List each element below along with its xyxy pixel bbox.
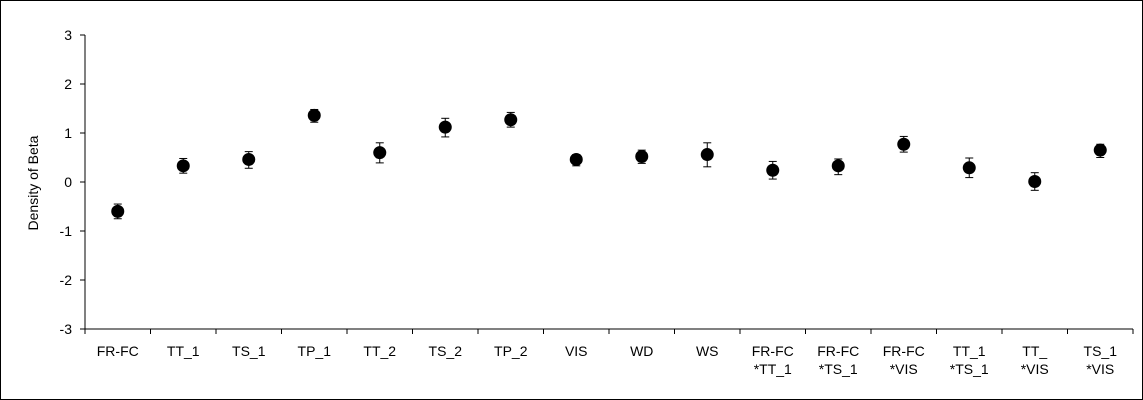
x-tick-label: WS	[696, 343, 719, 359]
x-tick-label-line: TT_2	[363, 343, 396, 359]
x-tick-label-line: WS	[696, 343, 719, 359]
x-tick-label-line: WD	[630, 343, 653, 359]
y-ticks: 3 2 1 0 -1 -2 -3	[60, 27, 85, 337]
x-tick-label: FR-FC *VIS	[883, 343, 925, 377]
data-point	[897, 137, 911, 151]
y-tick-label: 2	[64, 76, 72, 92]
data-point	[700, 148, 714, 162]
data-point	[831, 159, 845, 173]
x-tick-label-line: TP_1	[298, 343, 332, 359]
x-tick-label-line: FR-FC	[817, 343, 859, 359]
y-tick-label: 3	[64, 27, 72, 43]
data-point	[176, 159, 190, 173]
x-tick-label: TP_2	[494, 343, 528, 359]
x-tick-label: FR-FC *TS_1	[817, 343, 859, 377]
error-bars	[113, 108, 1105, 220]
data-point	[569, 152, 583, 166]
y-tick-label: 0	[64, 174, 72, 190]
x-tick-label: VIS	[565, 343, 588, 359]
y-tick-label: -1	[60, 223, 73, 239]
x-tick-label-line: TS_1	[232, 343, 266, 359]
x-tick-label: TS_2	[429, 343, 463, 359]
y-tick-label: 1	[64, 125, 72, 141]
x-tick-label-line: TT_1	[953, 343, 986, 359]
x-tick-label-line: *VIS	[1086, 361, 1114, 377]
data-point	[766, 163, 780, 177]
data-point	[438, 120, 452, 134]
x-tick-label-line: *VIS	[1021, 361, 1049, 377]
y-tick-label: -3	[60, 321, 73, 337]
x-ticks: FR-FC TT_1 TS_1 TP_1 TT_2 TS_2 TP_2 VIS WD WS FR-F…	[84, 329, 1134, 377]
x-tick-label: TT_1 *TS_1	[950, 343, 989, 377]
data-point	[111, 204, 125, 218]
x-tick-label-line: TT_	[1022, 343, 1047, 359]
x-tick-label: TS_1	[232, 343, 266, 359]
data-point	[307, 108, 321, 122]
x-tick-label: WD	[630, 343, 653, 359]
x-tick-label: FR-FC *TT_1	[752, 343, 794, 377]
x-tick-label-line: TS_1	[1084, 343, 1118, 359]
y-tick-label: -2	[60, 272, 73, 288]
y-axis-title: Density of Beta	[25, 135, 41, 230]
x-tick-label-line: FR-FC	[97, 343, 139, 359]
x-tick-label: TT_2	[363, 343, 396, 359]
x-tick-label: TP_1	[298, 343, 332, 359]
x-tick-label-line: *TS_1	[819, 361, 858, 377]
x-tick-label-line: *TS_1	[950, 361, 989, 377]
x-tick-label: TS_1 *VIS	[1084, 343, 1118, 377]
x-tick-label-line: VIS	[565, 343, 588, 359]
x-tick-label: FR-FC	[97, 343, 139, 359]
data-point	[1028, 175, 1042, 189]
data-point	[373, 146, 387, 160]
x-tick-label-line: FR-FC	[883, 343, 925, 359]
data-point	[504, 113, 518, 127]
data-point	[242, 152, 256, 166]
points	[111, 108, 1107, 218]
x-tick-label: TT_ *VIS	[1021, 343, 1049, 377]
x-tick-label-line: TT_1	[167, 343, 200, 359]
x-tick-label-line: *TT_1	[754, 361, 792, 377]
data-point	[635, 150, 649, 164]
x-tick-label-line: TP_2	[494, 343, 528, 359]
x-tick-label-line: *VIS	[890, 361, 918, 377]
data-point	[1093, 143, 1107, 157]
x-tick-label-line: TS_2	[429, 343, 463, 359]
data-point	[962, 161, 976, 175]
x-tick-label-line: FR-FC	[752, 343, 794, 359]
x-tick-label: TT_1	[167, 343, 200, 359]
axes	[84, 35, 1133, 330]
